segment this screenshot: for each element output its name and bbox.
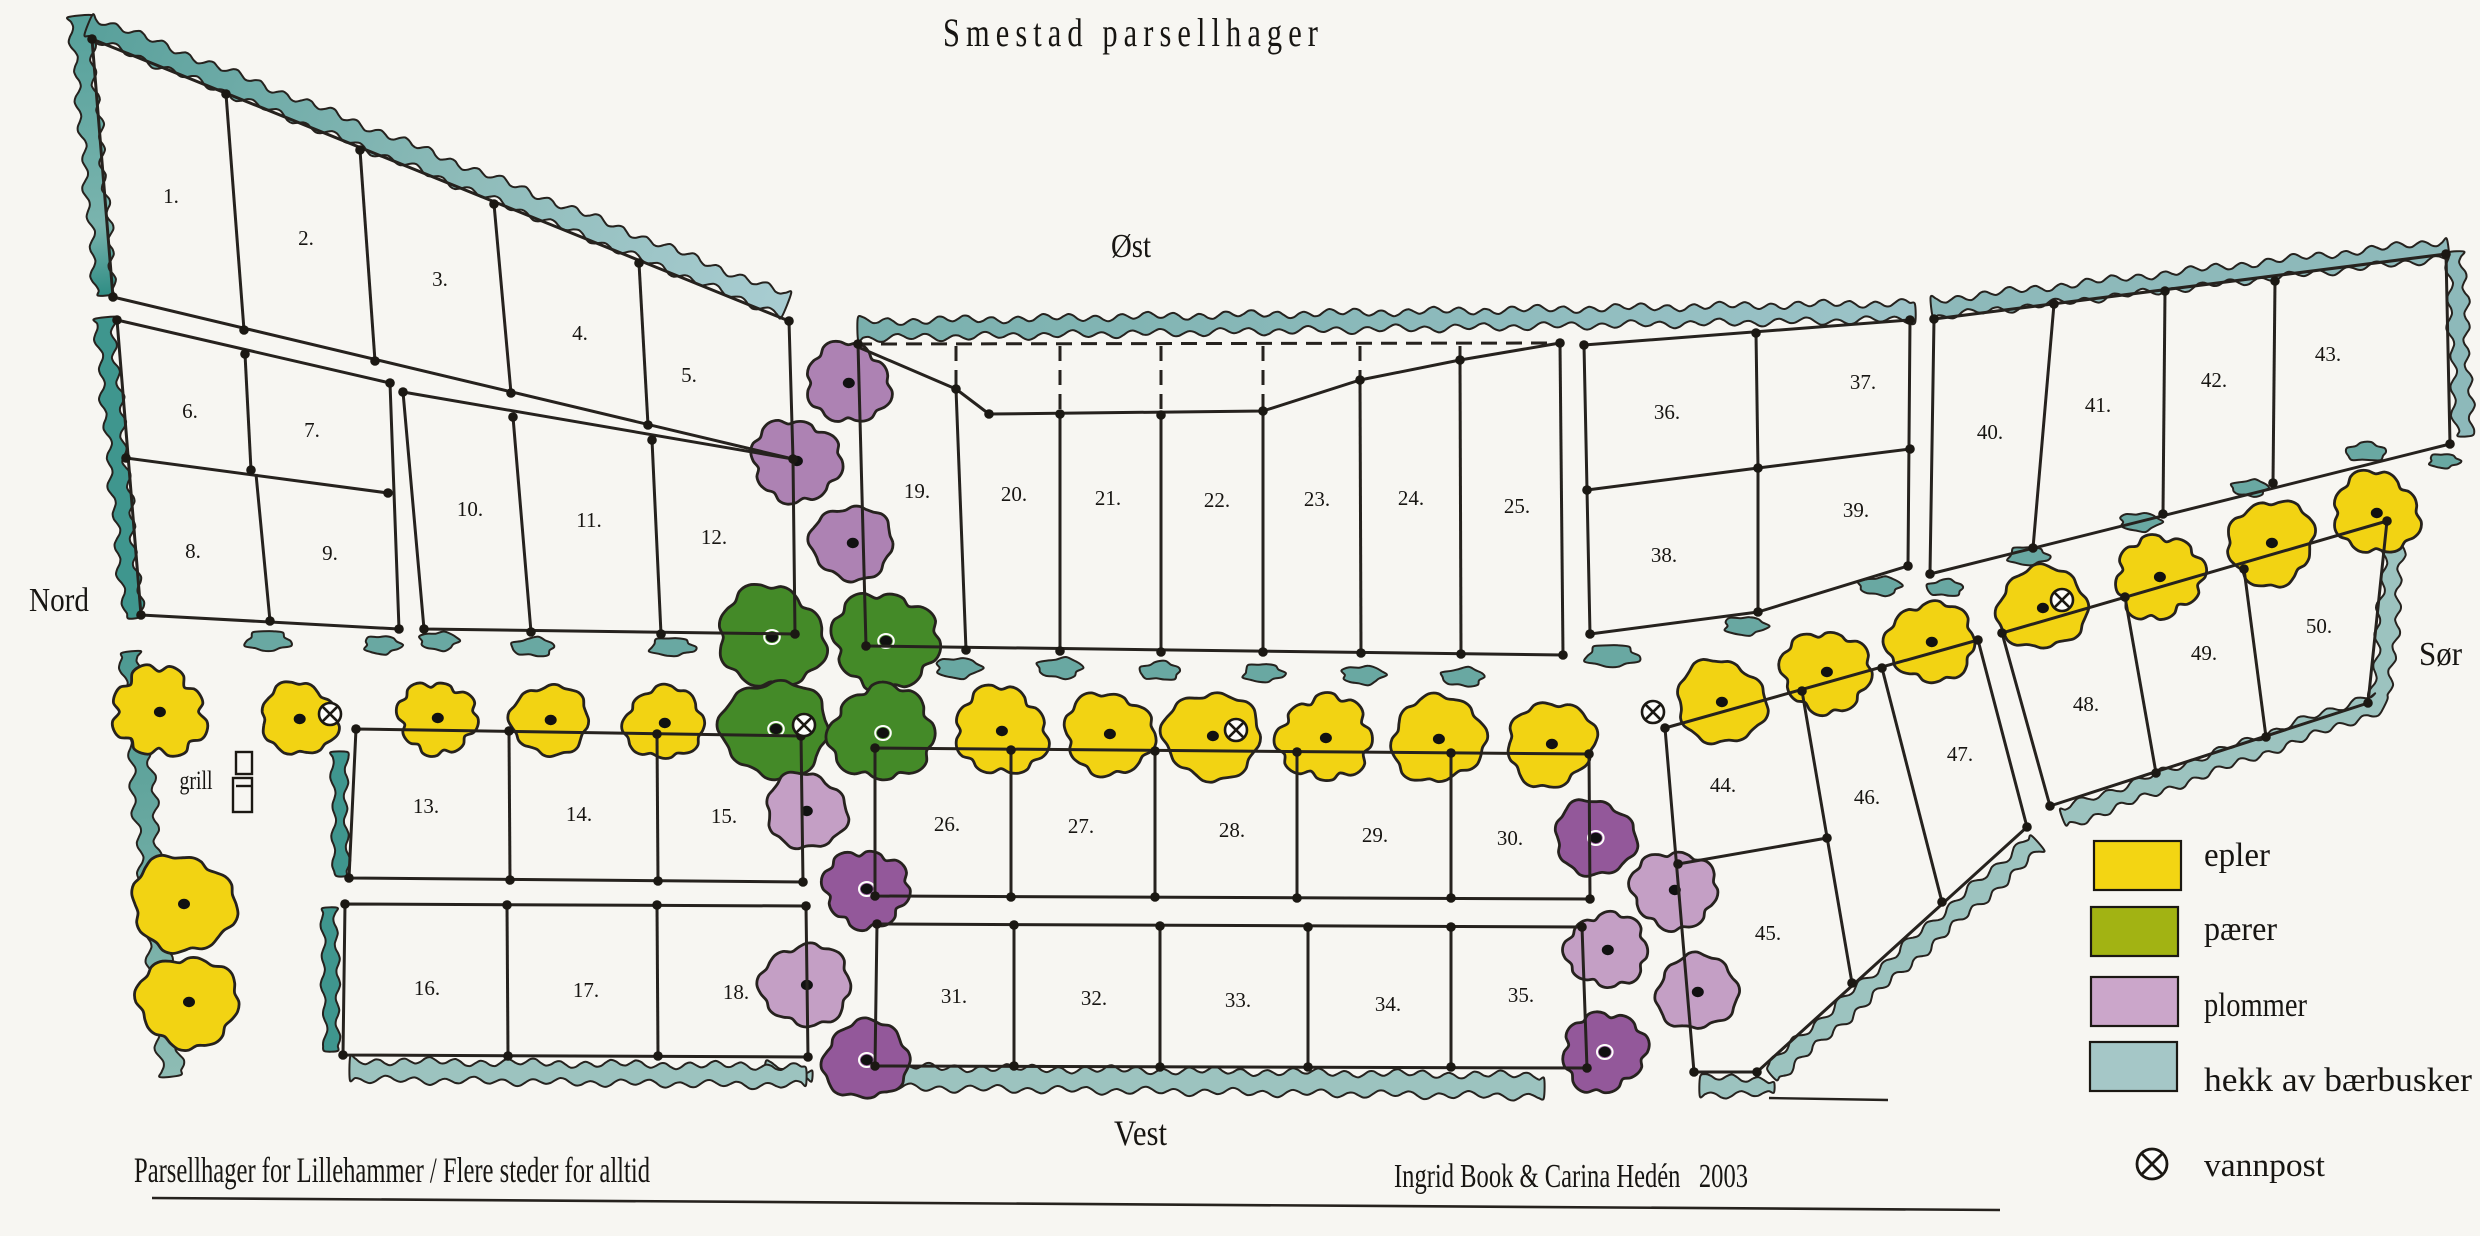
- svg-text:50.: 50.: [2306, 614, 2332, 638]
- svg-text:37.: 37.: [1850, 370, 1876, 394]
- svg-text:49.: 49.: [2191, 641, 2217, 665]
- svg-text:Sør: Sør: [2419, 636, 2463, 673]
- svg-text:34.: 34.: [1375, 992, 1401, 1016]
- svg-text:23.: 23.: [1304, 487, 1330, 511]
- svg-text:24.: 24.: [1398, 486, 1424, 510]
- svg-text:15.: 15.: [711, 804, 737, 828]
- svg-text:16.: 16.: [414, 976, 440, 1000]
- svg-text:44.: 44.: [1710, 773, 1736, 797]
- svg-text:27.: 27.: [1068, 814, 1094, 838]
- svg-text:pærer: pærer: [2204, 911, 2278, 948]
- svg-text:4.: 4.: [572, 321, 588, 345]
- svg-text:40.: 40.: [1977, 420, 2003, 444]
- svg-text:39.: 39.: [1843, 498, 1869, 522]
- svg-text:48.: 48.: [2073, 692, 2099, 716]
- svg-text:8.: 8.: [185, 539, 201, 563]
- svg-text:17.: 17.: [573, 978, 599, 1002]
- svg-text:5.: 5.: [681, 363, 697, 387]
- svg-text:Parsellhager for Lillehammer /: Parsellhager for Lillehammer / Flere ste…: [134, 1150, 650, 1190]
- svg-text:9.: 9.: [322, 541, 338, 565]
- svg-text:2.: 2.: [298, 226, 314, 250]
- svg-text:19.: 19.: [904, 479, 930, 503]
- svg-text:46.: 46.: [1854, 785, 1880, 809]
- svg-text:3.: 3.: [432, 267, 448, 291]
- svg-text:11.: 11.: [576, 508, 601, 532]
- svg-text:10.: 10.: [457, 497, 483, 521]
- svg-text:38.: 38.: [1651, 543, 1677, 567]
- svg-text:42.: 42.: [2201, 368, 2227, 392]
- svg-text:31.: 31.: [941, 984, 967, 1008]
- svg-text:32.: 32.: [1081, 986, 1107, 1010]
- svg-text:29.: 29.: [1362, 823, 1388, 847]
- svg-text:30.: 30.: [1497, 826, 1523, 850]
- svg-text:22.: 22.: [1204, 488, 1230, 512]
- svg-text:26.: 26.: [934, 812, 960, 836]
- svg-text:13.: 13.: [413, 794, 439, 818]
- svg-text:7.: 7.: [304, 418, 320, 442]
- svg-text:plommer: plommer: [2204, 987, 2308, 1024]
- svg-text:28.: 28.: [1219, 818, 1245, 842]
- svg-text:14.: 14.: [566, 802, 592, 826]
- svg-text:35.: 35.: [1508, 983, 1534, 1007]
- svg-text:36.: 36.: [1654, 400, 1680, 424]
- svg-text:Ingrid Book & Carina Hedén 2: Ingrid Book & Carina Hedén 2003: [1394, 1158, 1748, 1195]
- svg-text:6.: 6.: [182, 399, 198, 423]
- svg-text:20.: 20.: [1001, 482, 1027, 506]
- svg-text:Nord: Nord: [29, 582, 89, 619]
- svg-text:1.: 1.: [163, 184, 179, 208]
- svg-text:Øst: Øst: [1111, 228, 1151, 265]
- svg-text:21.: 21.: [1095, 486, 1121, 510]
- svg-text:Vest: Vest: [1114, 1113, 1167, 1153]
- svg-text:hekk av bærbusker: hekk av bærbusker: [2204, 1062, 2473, 1099]
- svg-text:12.: 12.: [701, 525, 727, 549]
- svg-text:33.: 33.: [1225, 988, 1251, 1012]
- svg-text:41.: 41.: [2085, 393, 2111, 417]
- svg-text:45.: 45.: [1755, 921, 1781, 945]
- svg-text:43.: 43.: [2315, 342, 2341, 366]
- svg-text:25.: 25.: [1504, 494, 1530, 518]
- svg-text:epler: epler: [2204, 837, 2271, 874]
- svg-text:47.: 47.: [1947, 742, 1973, 766]
- svg-text:grill: grill: [180, 766, 213, 795]
- svg-text:vannpost: vannpost: [2204, 1148, 2325, 1184]
- svg-text:18.: 18.: [723, 980, 749, 1004]
- svg-text:Smestad parsellhager: Smestad parsellhager: [943, 10, 1324, 55]
